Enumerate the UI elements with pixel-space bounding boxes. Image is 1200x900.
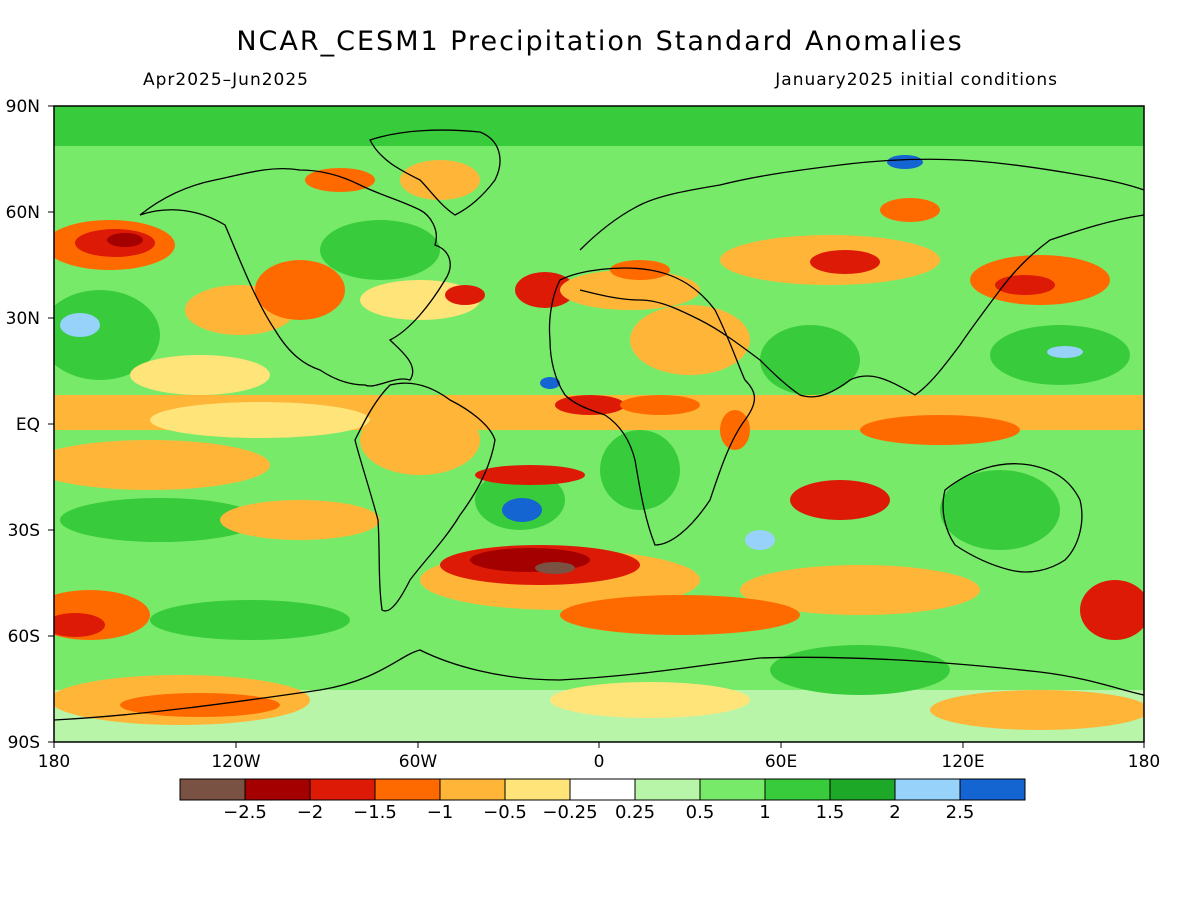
anomaly-field — [54, 106, 1144, 742]
colorbar-label: 0.5 — [686, 802, 715, 823]
lat-label-90n: 90N — [6, 97, 40, 117]
colorbar-swatch — [309, 778, 376, 801]
colorbar-swatch — [894, 778, 961, 801]
coastlines — [54, 129, 1144, 721]
colorbar-label: 1 — [759, 802, 770, 823]
colorbar-swatch — [959, 778, 1026, 801]
lon-label-120e: 120E — [941, 752, 984, 772]
colorbar-swatch — [374, 778, 441, 801]
colorbar-label: −0.25 — [542, 802, 597, 823]
lon-label-180e: 180 — [1128, 752, 1160, 772]
lat-label-eq: EQ — [16, 415, 40, 435]
colorbar: −2.5 −2 −1.5 −1 −0.5 −0.25 0.25 0.5 1 1.5 2 2.5 — [179, 778, 1026, 823]
colorbar-label: −0.5 — [483, 802, 527, 823]
forecast-period: Apr2025–Jun2025 — [143, 70, 309, 90]
colorbar-label: 2.5 — [946, 802, 975, 823]
lon-label-120w: 120W — [211, 752, 260, 772]
lon-label-60w: 60W — [399, 752, 438, 772]
colorbar-swatch — [634, 778, 701, 801]
lon-label-180w: 180 — [38, 752, 70, 772]
colorbar-swatch — [764, 778, 831, 801]
colorbar-swatch — [829, 778, 896, 801]
colorbar-swatch — [179, 778, 246, 801]
colorbar-label: −1.5 — [353, 802, 397, 823]
initial-conditions: January2025 initial conditions — [775, 70, 1058, 90]
latitude-axis: 90N 60N 30N EQ 30S 60S 90S — [6, 97, 54, 753]
longitude-axis: 180 120W 60W 0 60E 120E 180 — [38, 742, 1160, 772]
lat-label-60n: 60N — [6, 203, 40, 223]
colorbar-swatch — [504, 778, 571, 801]
colorbar-swatch — [439, 778, 506, 801]
lon-label-0: 0 — [594, 752, 605, 772]
colorbar-label: −2.5 — [223, 802, 267, 823]
map-title: NCAR_CESM1 Precipitation Standard Anomal… — [236, 26, 964, 57]
colorbar-label: 0.25 — [615, 802, 655, 823]
lat-label-60s: 60S — [8, 627, 40, 647]
colorbar-label: 2 — [889, 802, 900, 823]
lat-label-90s: 90S — [8, 733, 40, 753]
colorbar-label: 1.5 — [816, 802, 845, 823]
colorbar-swatch — [244, 778, 311, 801]
lon-label-60e: 60E — [765, 752, 797, 772]
lat-label-30s: 30S — [8, 521, 40, 541]
colorbar-label: −2 — [297, 802, 324, 823]
lat-label-30n: 30N — [6, 309, 40, 329]
colorbar-label: −1 — [427, 802, 454, 823]
colorbar-swatch — [699, 778, 766, 801]
colorbar-swatch — [569, 778, 636, 801]
